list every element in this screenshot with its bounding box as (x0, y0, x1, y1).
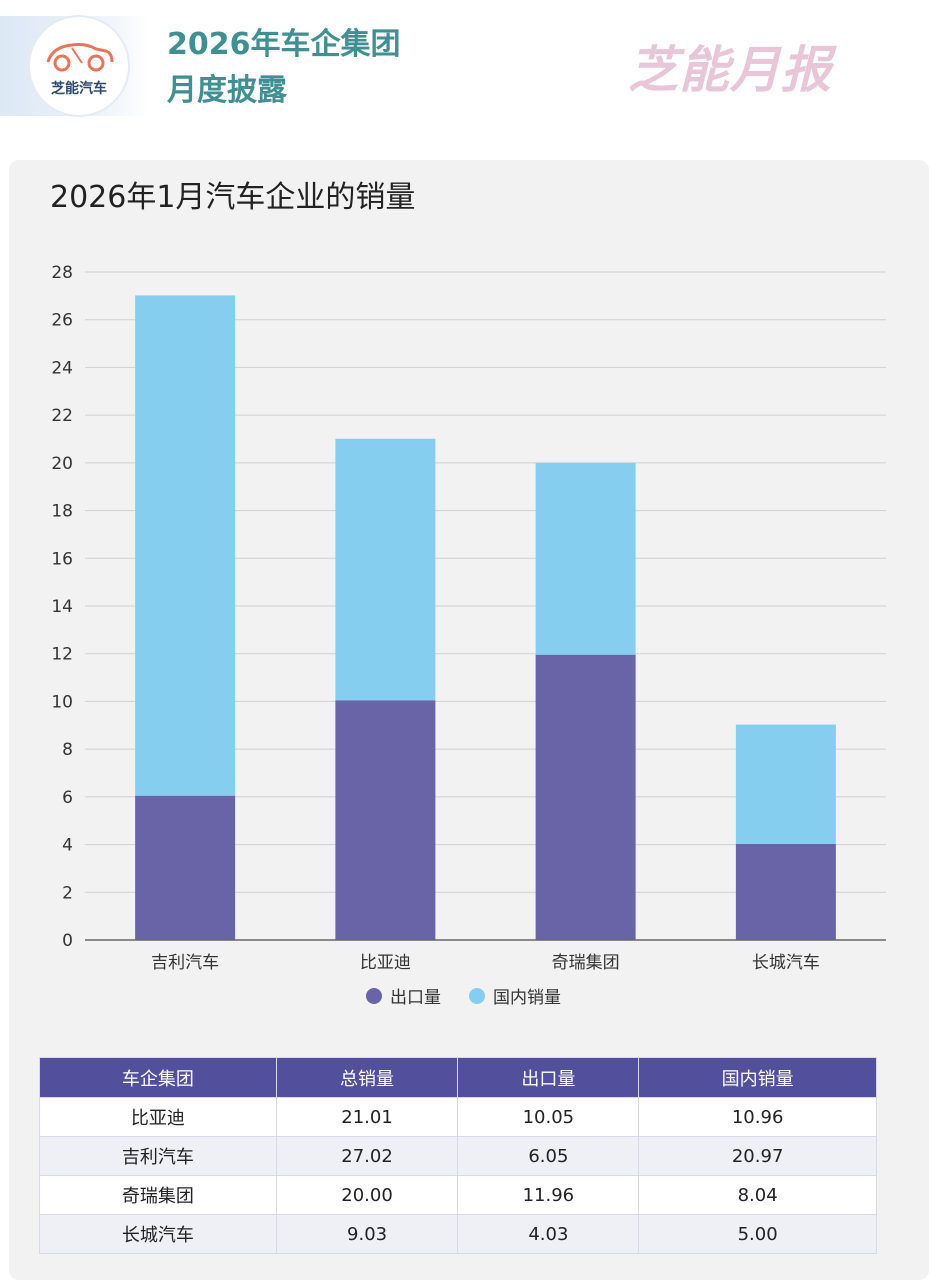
legend-label-domestic: 国内销量 (493, 988, 561, 1008)
table-cell: 4.03 (457, 1214, 640, 1254)
table-cell: 20.97 (638, 1136, 877, 1176)
table-cell: 8.04 (638, 1175, 877, 1215)
y-tick-label: 16 (51, 549, 73, 569)
table-cell: 20.00 (275, 1175, 459, 1215)
y-tick-label: 4 (62, 836, 73, 856)
table-cell: 27.02 (275, 1136, 459, 1176)
legend-swatch-domestic (469, 987, 485, 1004)
table-header-cell: 国内销量 (638, 1057, 877, 1098)
x-tick-label: 比亚迪 (360, 953, 411, 973)
y-tick-label: 14 (51, 597, 73, 617)
bar-segment-export (735, 843, 836, 940)
bar-segment-domestic (535, 462, 636, 655)
bar-segment-export (335, 700, 436, 940)
x-tick-label: 吉利汽车 (151, 953, 219, 973)
legend-label-export: 出口量 (390, 988, 441, 1008)
table-header-cell: 总销量 (275, 1057, 459, 1098)
sales-table: 车企集团 总销量 出口量 国内销量 比亚迪 21.01 10.05 10.96 … (39, 1057, 877, 1254)
logo: 芝能汽车 (30, 17, 128, 115)
bar-segment-export (535, 654, 636, 940)
header-title-line2: 月度披露 (167, 73, 287, 108)
table-cell: 9.03 (275, 1214, 459, 1254)
legend-swatch-export (366, 987, 382, 1004)
bar-segment-domestic (735, 724, 836, 844)
table-cell: 奇瑞集团 (39, 1175, 277, 1215)
table-cell: 长城汽车 (39, 1214, 277, 1254)
y-tick-label: 26 (51, 311, 73, 331)
bar-segment-domestic (335, 438, 436, 701)
table-cell: 10.96 (638, 1097, 877, 1137)
table-row: 长城汽车 9.03 4.03 5.00 (39, 1214, 877, 1254)
x-tick-label: 奇瑞集团 (552, 953, 620, 973)
y-tick-label: 20 (51, 454, 73, 474)
legend-item-domestic: 国内销量 (469, 983, 561, 1008)
logo-text: 芝能汽车 (51, 81, 107, 97)
page-header: 芝能汽车 2026年车企集团 月度披露 芝能月报 (0, 0, 929, 150)
chart-title: 2026年1月汽车企业的销量 (50, 180, 416, 215)
table-row: 奇瑞集团 20.00 11.96 8.04 (39, 1175, 877, 1215)
y-tick-label: 24 (51, 358, 73, 378)
chart-legend: 出口量 国内销量 (366, 983, 589, 1008)
table-row: 比亚迪 21.01 10.05 10.96 (39, 1097, 877, 1137)
car-logo-icon (46, 43, 114, 72)
y-tick-label: 10 (51, 692, 73, 712)
table-header-row: 车企集团 总销量 出口量 国内销量 (39, 1057, 877, 1098)
y-tick-label: 22 (51, 406, 73, 426)
brand-wordmark: 芝能月报 (628, 41, 832, 99)
y-tick-label: 12 (51, 645, 73, 665)
table-cell: 6.05 (457, 1136, 640, 1176)
y-tick-label: 18 (51, 502, 73, 522)
legend-item-export: 出口量 (366, 983, 441, 1008)
table-cell: 比亚迪 (39, 1097, 277, 1137)
table-cell: 11.96 (457, 1175, 640, 1215)
y-tick-label: 6 (62, 788, 73, 808)
y-tick-label: 28 (51, 263, 73, 283)
y-tick-label: 8 (62, 740, 73, 760)
table-cell: 10.05 (457, 1097, 640, 1137)
bar-segment-export (135, 795, 236, 940)
table-row: 吉利汽车 27.02 6.05 20.97 (39, 1136, 877, 1176)
table-header-cell: 车企集团 (39, 1057, 277, 1098)
table-cell: 5.00 (638, 1214, 877, 1254)
header-title-line1: 2026年车企集团 (167, 27, 401, 62)
table-cell: 吉利汽车 (39, 1136, 277, 1176)
header-title: 2026年车企集团 月度披露 (167, 22, 401, 114)
table-header-cell: 出口量 (457, 1057, 640, 1098)
y-tick-label: 2 (62, 883, 73, 903)
y-tick-label: 0 (62, 931, 73, 951)
x-tick-label: 长城汽车 (752, 953, 820, 973)
table-cell: 21.01 (275, 1097, 459, 1137)
bar-segment-domestic (135, 295, 236, 796)
